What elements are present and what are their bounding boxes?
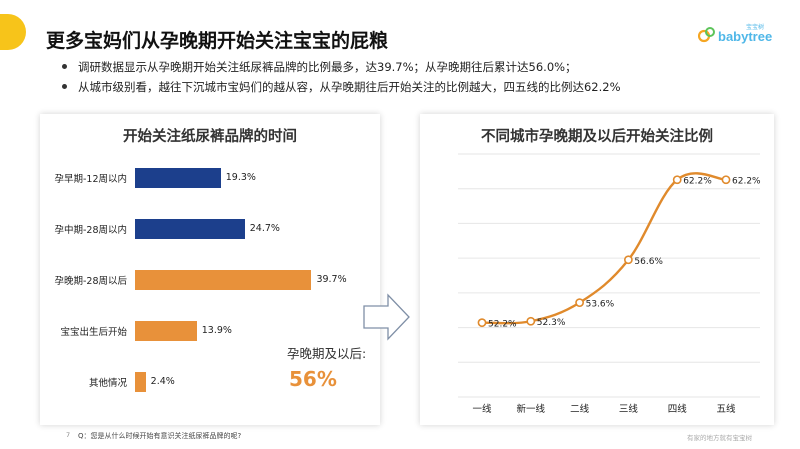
bar <box>135 321 197 341</box>
bar <box>135 372 146 392</box>
bar-category-label: 孕早期-12周以内 <box>54 174 127 185</box>
data-point <box>477 318 487 328</box>
bar-chart-title: 开始关注纸尿裤品牌的时间 <box>123 129 297 145</box>
brand-logo: babytree 宝宝树 <box>698 24 772 47</box>
bar-value-label: 13.9% <box>201 325 232 336</box>
bullet-item: 调研数据显示从孕晚期开始关注纸尿裤品牌的比例最多，达39.7%；从孕晚期往后累计… <box>58 57 621 77</box>
line-chart-title: 不同城市孕晚期及以后开始关注比例 <box>481 129 713 145</box>
data-point <box>623 255 633 265</box>
logo-text: babytree <box>718 29 773 44</box>
callout-value: 56% <box>289 367 337 391</box>
bullet-list: 调研数据显示从孕晚期开始关注纸尿裤品牌的比例最多，达39.7%；从孕晚期往后累计… <box>58 57 621 97</box>
footer-brand-note: 有家的地方就有宝宝树 <box>687 434 752 442</box>
x-tick-label: 四线 <box>668 403 688 415</box>
bar-chart-panel: 开始关注纸尿裤品牌的时间 孕早期-12周以内 19.3% 孕中期-28周以内 24.7… <box>40 114 380 425</box>
bar-category-label: 宝宝出生后开始 <box>60 327 127 338</box>
bar <box>135 168 221 188</box>
data-point <box>575 298 584 308</box>
x-tick-label: 二线 <box>570 403 590 415</box>
bar-value-label: 19.3% <box>225 172 256 183</box>
babytree-icon <box>698 27 715 43</box>
footer-question: Q：您是从什么时候开始有意识关注纸尿裤品牌的呢? <box>78 432 242 440</box>
data-point <box>721 175 731 185</box>
x-tick-label: 五线 <box>716 403 736 415</box>
bar <box>135 219 245 239</box>
x-tick-label: 三线 <box>619 403 639 415</box>
data-point-label: 56.6% <box>634 257 663 267</box>
data-point-label: 53.6% <box>586 300 615 310</box>
data-point-label: 62.2% <box>732 177 761 187</box>
page-title: 更多宝妈们从孕晚期开始关注宝宝的屁粮 <box>46 30 389 52</box>
page-number: 7 <box>66 431 71 439</box>
callout-label: 孕晚期及以后: <box>287 346 367 361</box>
bar-category-label: 孕中期-28周以内 <box>54 225 127 236</box>
logo-sub: 宝宝树 <box>746 24 765 31</box>
bar-value-label: 39.7% <box>316 274 347 285</box>
bar-value-label: 24.7% <box>249 223 280 234</box>
bullet-item: 从城市级别看，越往下沉城市宝妈们的越从容，从孕晚期往后开始关注的比例越大，四五线… <box>58 77 621 97</box>
bar-category-label: 孕晚期-28周以后 <box>54 276 127 287</box>
data-point-label: 52.3% <box>537 318 566 328</box>
data-point-label: 52.2% <box>488 320 517 330</box>
x-tick-label: 一线 <box>472 403 492 415</box>
line-chart-panel: 不同城市孕晚期及以后开始关注比例 <box>420 114 774 425</box>
bar-category-label: 其他情况 <box>88 378 127 389</box>
x-tick-label: 新一线 <box>517 403 546 415</box>
accent-bar <box>0 14 26 50</box>
bar <box>135 270 312 290</box>
data-point <box>526 316 536 326</box>
data-point <box>672 175 682 185</box>
line-chart: 52.2% 一线 52.3% 新一线 53.6% 二线 56.6% 三线 62.2% 四线 62.2… <box>458 153 761 415</box>
bar-value-label: 2.4% <box>150 376 175 387</box>
data-point-label: 62.2% <box>683 177 712 187</box>
right-arrow-icon <box>363 293 410 341</box>
